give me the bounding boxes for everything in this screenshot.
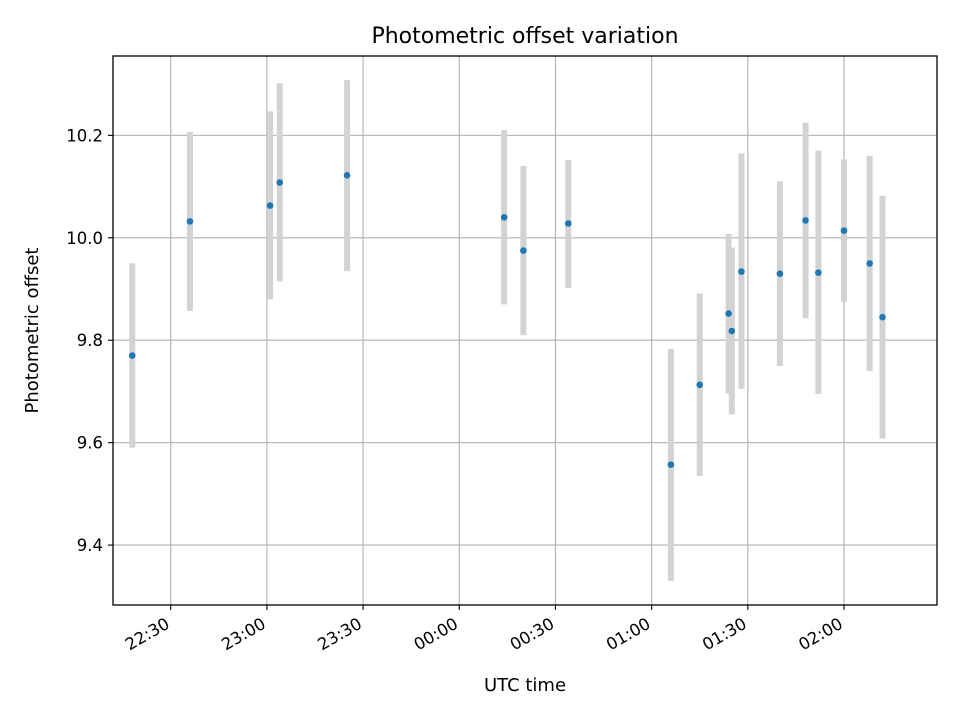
- data-point: [840, 227, 848, 234]
- data-point: [266, 202, 274, 209]
- x-axis-label: UTC time: [484, 675, 566, 696]
- y-tick-label: 10.2: [66, 126, 103, 145]
- y-axis-label: Photometric offset: [22, 248, 43, 414]
- grid: [113, 56, 937, 605]
- y-axis-ticks: 9.4 9.6 9.8 10.0 10.2: [66, 126, 113, 555]
- chart-title: Photometric offset variation: [371, 24, 678, 49]
- data-point: [564, 220, 572, 227]
- y-tick-label: 10.0: [66, 229, 103, 248]
- y-tick-label: 9.6: [77, 434, 103, 453]
- data-point: [728, 327, 736, 335]
- data-point: [776, 270, 784, 277]
- data-point: [667, 461, 675, 468]
- data-point: [696, 381, 704, 389]
- data-point: [128, 352, 136, 359]
- plot-frame: [112, 55, 938, 606]
- data-point: [802, 217, 809, 224]
- data-point: [725, 310, 732, 317]
- data-point: [343, 172, 351, 179]
- data-points: [128, 172, 886, 468]
- y-tick-label: 9.4: [77, 536, 103, 555]
- data-point: [500, 214, 508, 221]
- data-point: [276, 179, 284, 186]
- data-point: [738, 268, 745, 275]
- data-point: [520, 247, 527, 254]
- data-point: [866, 260, 873, 267]
- data-point: [186, 218, 194, 225]
- y-tick-label: 9.8: [77, 331, 103, 350]
- data-point: [879, 313, 886, 321]
- data-point: [815, 269, 822, 276]
